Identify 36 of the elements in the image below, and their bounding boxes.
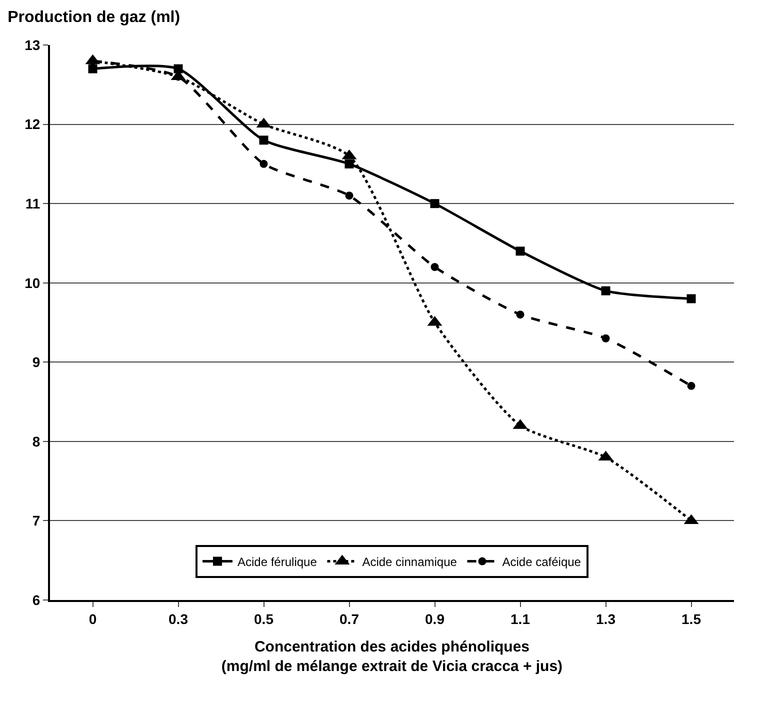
x-tick-label: 1.5	[682, 610, 702, 627]
x-tick-label: 0.7	[340, 610, 360, 627]
y-tick-label: 7	[32, 512, 40, 529]
point	[687, 382, 696, 390]
point	[686, 294, 696, 304]
point	[601, 286, 610, 296]
y-tick-label: 9	[32, 354, 40, 370]
point	[174, 64, 183, 74]
x-tick-label: 1.1	[510, 610, 530, 627]
x-tick-label: 0	[88, 610, 97, 627]
y-tick-label: 6	[32, 592, 40, 608]
x-axis-title: Concentration des acides phénoliques (mg/ml de mélange extrait de Vicia cracca + jus)	[221, 638, 563, 675]
point	[516, 246, 525, 256]
point	[259, 136, 268, 145]
point	[345, 192, 354, 200]
x-tick-label: 1.3	[596, 610, 616, 627]
point	[174, 72, 182, 81]
x-tick-label: 0.9	[425, 610, 445, 627]
legend-label: Acide férulique	[238, 554, 318, 569]
legend-label: Acide cinnamique	[362, 554, 458, 569]
x-tick-label: 0.5	[254, 610, 274, 627]
point	[260, 160, 268, 168]
point	[516, 310, 524, 319]
chart-title: Production de gaz (ml)	[8, 8, 180, 26]
point	[602, 334, 610, 342]
y-tick-label: 8	[32, 433, 40, 450]
legend-label: Acide caféique	[502, 554, 582, 569]
point	[430, 199, 440, 208]
point	[344, 159, 354, 168]
y-tick-label: 11	[25, 195, 40, 212]
point	[430, 263, 439, 271]
point	[88, 64, 98, 74]
y-tick-label: 12	[24, 116, 40, 132]
x-tick-label: 0.3	[168, 610, 188, 627]
y-tick-label: 13	[24, 36, 40, 53]
y-tick-label: 10	[24, 274, 40, 291]
